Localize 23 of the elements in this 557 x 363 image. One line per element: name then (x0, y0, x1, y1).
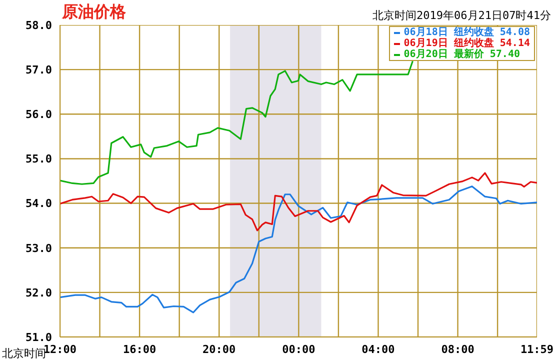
y-tick-label: 52.0 (26, 286, 52, 300)
x-tick-label: 20:00 (202, 342, 236, 356)
x-tick-label: 08:00 (441, 342, 474, 356)
legend-label: 06月19日 纽约收盘 54.14 (404, 38, 530, 49)
y-tick-label: 53.0 (26, 242, 52, 255)
x-tick-label: 00:00 (282, 342, 316, 356)
chart-subtitle: 北京时间2019年06月21日07时41分 (372, 8, 551, 23)
x-axis-title: 北京时间 (2, 347, 46, 361)
line-series (60, 60, 414, 185)
x-tick-label: 04:00 (362, 342, 395, 356)
chart-title: 原油价格 (62, 2, 126, 23)
line-series (60, 172, 537, 232)
legend-label: 06月18日 纽约收盘 54.08 (404, 27, 530, 38)
y-tick-label: 51.0 (26, 330, 52, 344)
x-tick-label: 11:59 (520, 342, 554, 356)
y-tick-label: 57.0 (26, 63, 52, 76)
legend-label: 06月20日 最新价 57.40 (404, 49, 520, 60)
line-series (60, 186, 537, 314)
y-tick-label: 56.0 (26, 108, 52, 122)
y-tick-label: 54.0 (26, 197, 52, 210)
y-tick-label: 55.0 (26, 152, 52, 166)
x-tick-label: 16:00 (122, 342, 156, 356)
y-tick-label: 58.0 (26, 18, 52, 32)
